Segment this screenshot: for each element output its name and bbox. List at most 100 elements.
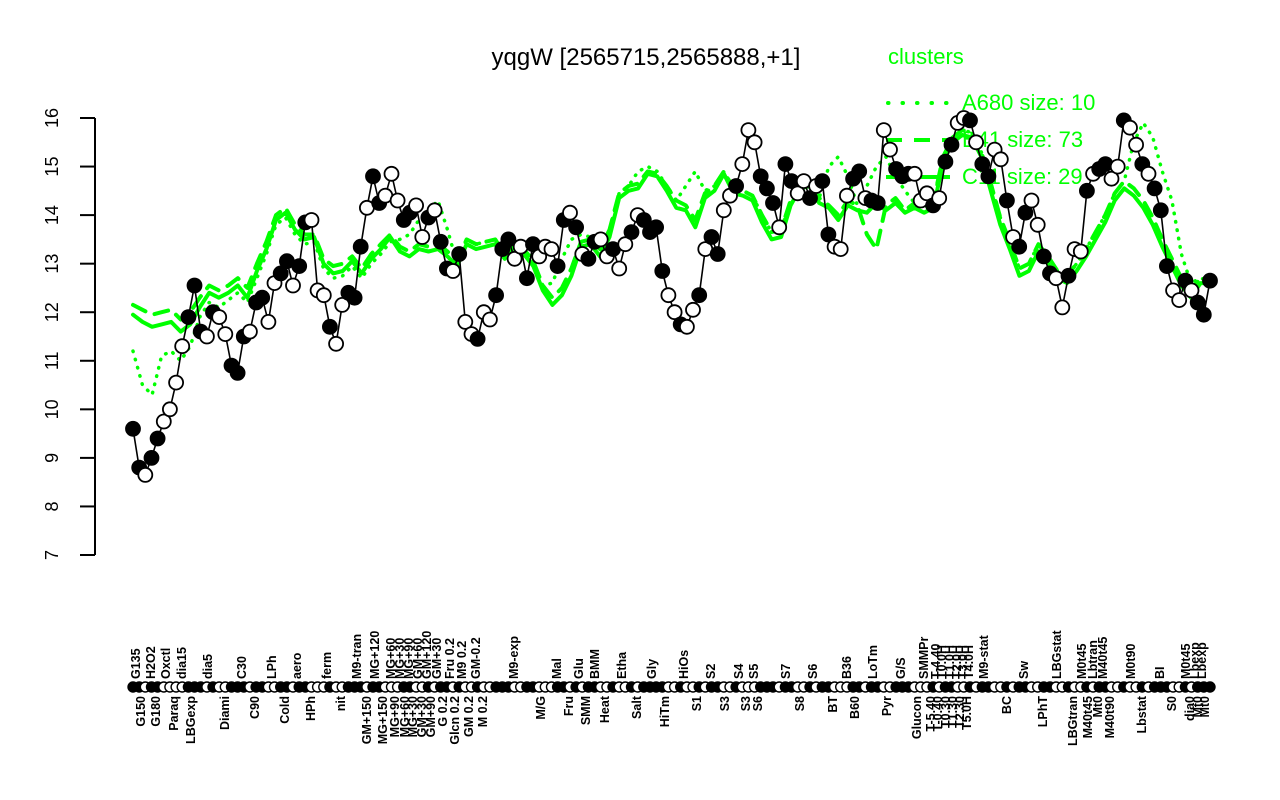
strip-dot [207,681,219,693]
legend-title: clusters [888,44,964,69]
data-point-open [383,165,400,182]
strip-dot [151,681,164,693]
data-point-filled [869,195,886,211]
strip-dot [1124,681,1136,693]
x-axis-label: Mt0 [1191,696,1205,718]
strip-dot [804,681,816,693]
data-point-open [1048,270,1064,287]
data-point-open [1005,229,1021,245]
data-point-open [1054,299,1071,316]
strip-dot [613,681,625,693]
x-axis-label: GM+90 [424,696,438,737]
data-point-filled [235,328,252,345]
strip-dot [170,681,182,693]
x-axis-label: Lbexp [1188,642,1202,679]
data-point-open [832,241,849,258]
x-axis-label: MG+60 [398,696,412,737]
strip-dot [724,681,736,693]
data-point-open [309,282,326,299]
x-axis-label: G 0.2 [436,696,450,727]
strip-dot [422,681,435,693]
strip-dot [441,681,453,693]
data-point-open [155,413,172,430]
data-point-open [334,296,351,313]
strip-dot [391,681,404,693]
data-point-open [1140,165,1157,182]
data-point-filled [709,246,726,262]
strip-dot [558,681,570,693]
x-axis-label: C90 [248,696,262,719]
x-axis-label: MG+90 [402,638,416,679]
strip-dot [478,681,490,693]
data-point-filled [648,219,664,236]
strip-dot [976,681,988,693]
x-axis-label: Paraq [167,696,181,731]
data-point-filled [765,195,781,211]
strip-dot [158,681,170,693]
data-point-open [315,287,332,304]
data-point-open [377,187,394,204]
strip-dot [1001,681,1013,693]
strip-dot [619,681,631,693]
data-point-open [789,185,806,202]
strip-dot [244,681,256,693]
strip-dot [588,681,601,693]
x-axis-label: T5.0H [960,696,974,730]
x-axis-label: G150 [134,696,148,727]
x-axis-label: Lbexp [1195,642,1209,679]
strip-dot [712,681,724,693]
data-point-open [358,199,375,216]
x-axis-label: S4 [732,664,746,679]
x-axis-label: S8 [793,696,807,711]
strip-dot [822,681,835,693]
data-point-filled [1152,202,1169,219]
strip-dot [1099,681,1112,693]
data-point-open [1109,158,1126,175]
x-axis-label: MG+120 [368,631,382,679]
x-axis-label: Pyr [880,696,894,716]
strip-dot [1198,681,1210,693]
data-point-open [537,238,554,255]
strip-dot [988,681,1001,693]
strip-dot [952,681,964,693]
data-point-filled [820,226,837,243]
data-point-filled [642,224,658,241]
strip-dot [835,681,847,693]
data-point-open [1103,170,1120,187]
x-axis-label: G135 [129,648,143,679]
strip-dot [644,681,656,693]
strip-dot [250,681,262,693]
data-point-filled [248,294,265,311]
data-point-filled [605,241,621,258]
x-axis-label: M/G [534,696,548,720]
strip-dot [582,681,595,693]
strip-dot [748,681,761,693]
data-point-open [328,335,345,352]
solid-line-sample [886,174,950,179]
strip-dot [650,681,662,693]
data-point-open [666,304,683,321]
data-point-filled [777,156,794,173]
strip-dot [773,681,785,693]
x-axis-label: T-5.40 [924,696,938,731]
data-point-filled [802,190,818,207]
data-point-open [266,275,283,292]
strip-dot [367,681,379,693]
strip-dot [521,681,533,693]
data-point-filled [851,163,868,180]
strip-dot [238,681,250,693]
strip-dot [342,681,355,693]
strip-dot [1081,681,1093,693]
x-axis-label: G/S [894,657,908,679]
data-point-open [1029,216,1046,233]
chart-title: yqgW [2565715,2565888,+1] [491,44,801,71]
strip-dot [1179,681,1192,693]
strip-dot [785,681,798,693]
x-axis-label: M9 0.2 [455,641,469,679]
strip-dot [502,681,515,693]
strip-dot [453,681,465,693]
data-point-filled [488,287,505,304]
data-point-filled [365,168,381,185]
legend-entry-dotted: A680 size: 10 [886,84,1095,121]
